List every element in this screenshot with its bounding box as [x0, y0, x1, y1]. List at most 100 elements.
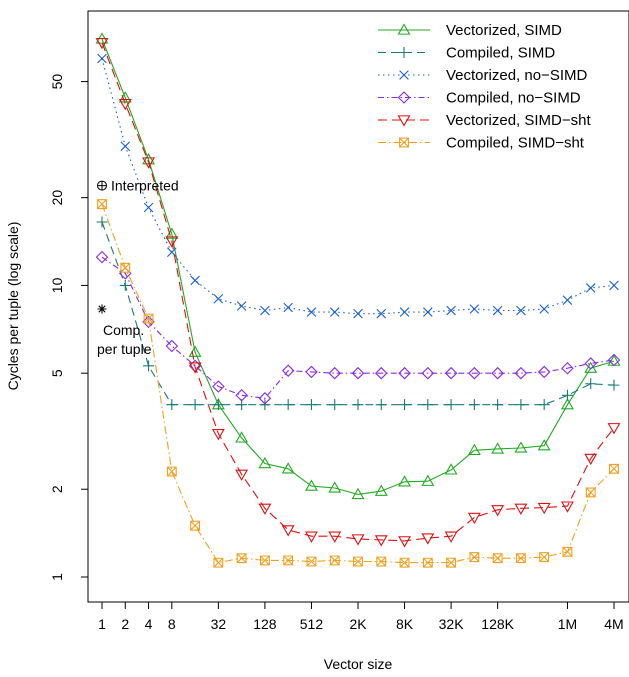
data-point: [585, 378, 597, 390]
legend-entry-5: Vectorized, SIMD−sht: [378, 112, 591, 129]
data-point: [584, 453, 598, 466]
y-tick-label: 1: [49, 573, 65, 581]
data-point: [95, 37, 109, 50]
compiled-per-tuple-marker: [97, 304, 107, 314]
data-point: [189, 399, 201, 411]
legend-marker: [399, 70, 409, 80]
data-point: [514, 366, 528, 380]
data-point: [537, 365, 551, 379]
data-point: [306, 556, 317, 567]
data-point: [188, 362, 202, 374]
data-point: [166, 399, 178, 411]
data-point: [259, 555, 270, 566]
x-tick-label: 32: [211, 616, 227, 632]
series-layer: [95, 32, 621, 568]
data-point: [491, 505, 505, 517]
data-point: [492, 305, 503, 316]
x-tick-label: 512: [300, 616, 324, 632]
data-point: [515, 399, 527, 411]
data-point: [539, 304, 549, 314]
data-point: [399, 307, 410, 317]
data-point: [236, 553, 247, 564]
data-point: [562, 295, 573, 305]
data-point: [305, 399, 317, 411]
data-point: [120, 262, 131, 273]
data-point: [607, 353, 621, 367]
data-point: [492, 553, 503, 564]
series-6: [97, 199, 619, 568]
compiled-per-tuple-label: per tuple: [97, 341, 152, 357]
data-point: [607, 423, 621, 435]
data-point: [374, 535, 388, 547]
data-point: [468, 399, 480, 411]
y-tick-label: 5: [49, 369, 65, 377]
data-point: [190, 275, 200, 286]
data-point: [328, 531, 342, 543]
x-axis-title: Vector size: [324, 656, 393, 672]
data-point: [399, 557, 410, 568]
data-point: [97, 53, 107, 64]
legend-entry-1: Vectorized, SIMD: [378, 22, 562, 39]
series-line: [101, 58, 615, 315]
data-point: [537, 502, 551, 515]
data-point: [258, 503, 272, 515]
data-point: [166, 466, 177, 477]
legend-label: Compiled, no−SIMD: [446, 90, 581, 107]
data-point: [281, 525, 295, 537]
data-point: [421, 474, 435, 486]
data-point: [538, 399, 550, 411]
data-point: [585, 283, 596, 293]
data-point: [585, 487, 596, 498]
data-point: [374, 484, 388, 496]
data-point: [514, 441, 528, 453]
data-point: [328, 481, 342, 493]
data-point: [305, 479, 318, 491]
series-line: [101, 203, 615, 564]
data-point: [212, 399, 224, 411]
data-point: [421, 366, 435, 380]
interpreted-marker-cross: [97, 181, 107, 191]
data-point: [329, 555, 340, 566]
legend-marker: [398, 47, 410, 58]
data-point: [281, 462, 295, 474]
legend-entry-4: Compiled, no−SIMD: [378, 90, 581, 107]
x-tick-label: 2: [121, 616, 129, 632]
data-point: [609, 463, 619, 474]
legend: Vectorized, SIMD Compiled, SIMD Vectorized…: [378, 22, 591, 152]
series-3: [97, 53, 619, 319]
data-point: [609, 280, 619, 291]
data-point: [446, 305, 456, 316]
data-point: [398, 366, 411, 380]
data-point: [444, 366, 458, 380]
x-tick-label: 128K: [481, 616, 514, 632]
data-point: [353, 308, 363, 319]
legend-marker: [397, 91, 411, 104]
data-point: [399, 399, 411, 411]
data-point: [351, 534, 365, 546]
data-point: [351, 366, 365, 380]
x-tick-label: 8K: [396, 616, 414, 632]
x-tick-label: 2K: [349, 616, 367, 632]
x-axis: 1 2 4 8 32 128 512 2K 8K 32K 128K 1M 4M: [98, 602, 624, 632]
data-point: [165, 339, 179, 353]
data-point: [329, 399, 341, 411]
compiled-per-tuple-label: Comp.: [103, 322, 144, 338]
data-point: [329, 307, 340, 317]
y-axis: 1 2 5 10 20 50: [49, 74, 88, 581]
series-4: [95, 250, 621, 405]
data-point: [190, 520, 201, 531]
data-point: [97, 199, 107, 210]
data-point: [444, 463, 458, 475]
y-tick-label: 2: [49, 485, 65, 493]
data-point: [398, 536, 411, 548]
data-point: [469, 552, 480, 563]
data-point: [539, 552, 550, 563]
data-point: [584, 357, 598, 370]
data-point: [467, 443, 481, 455]
data-point: [608, 379, 620, 391]
legend-entry-2: Compiled, SIMD: [378, 45, 555, 62]
y-axis-title: Cycles per tuple (log scale): [5, 222, 21, 391]
data-point: [259, 399, 271, 411]
x-tick-label: 128: [253, 616, 277, 632]
